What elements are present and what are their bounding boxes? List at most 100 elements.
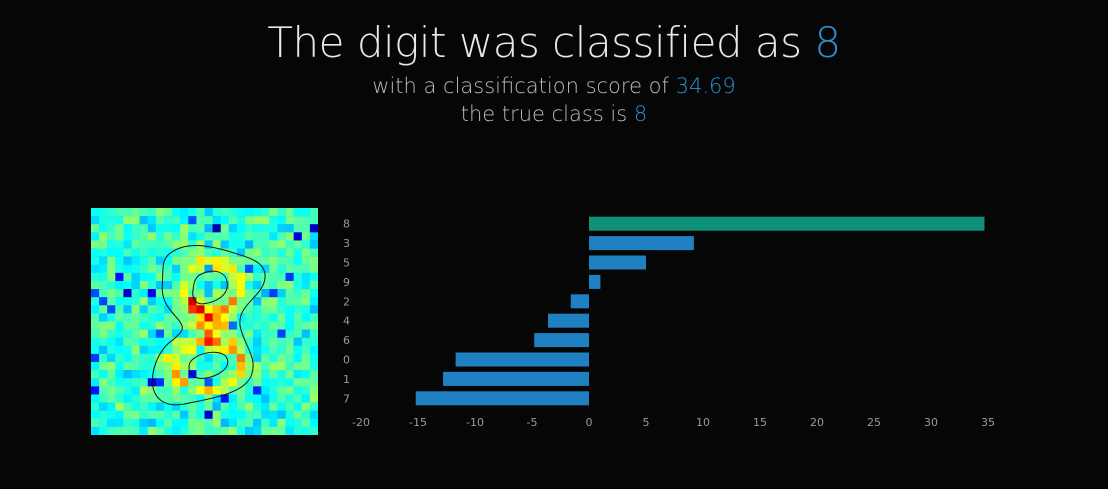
heat-cell — [277, 426, 286, 435]
heat-cell — [269, 394, 278, 403]
heat-cell — [261, 378, 270, 387]
heat-cell — [139, 272, 148, 282]
heat-cell — [220, 240, 230, 249]
heat-cell — [293, 386, 303, 395]
heat-cell — [115, 305, 124, 314]
heat-cell — [261, 305, 270, 314]
heat-cell — [220, 345, 230, 355]
heat-cell — [123, 345, 132, 355]
heat-cell — [115, 426, 124, 435]
heat-cell — [220, 216, 230, 225]
heat-cell — [301, 280, 311, 290]
heat-cell — [107, 337, 116, 347]
heat-cell — [220, 337, 230, 347]
heat-cell — [131, 394, 140, 403]
heat-cell — [269, 362, 278, 371]
heat-cell — [228, 321, 238, 330]
heat-cell — [155, 280, 165, 290]
heat-cell — [155, 272, 165, 282]
heat-cell — [253, 264, 262, 274]
heat-cell — [309, 321, 318, 330]
heat-cell — [245, 256, 254, 265]
heat-cell — [180, 426, 189, 435]
heat-cell — [301, 297, 311, 306]
heat-cell — [236, 232, 246, 241]
heat-cell — [301, 353, 311, 363]
heat-cell — [172, 402, 181, 411]
heat-cell — [99, 402, 108, 411]
heat-cell — [107, 224, 116, 233]
heat-cell — [180, 305, 189, 314]
heat-cell — [147, 362, 157, 371]
heat-cell — [301, 248, 311, 257]
heat-cell — [277, 224, 286, 233]
heat-cell — [269, 297, 278, 306]
heat-cell — [107, 297, 116, 306]
heat-cell — [204, 208, 213, 217]
x-tick-label: -10 — [466, 416, 484, 429]
heat-cell — [220, 386, 230, 395]
heat-cell — [99, 305, 108, 314]
heat-cell — [204, 362, 213, 371]
heat-cell — [99, 410, 108, 420]
heat-cell — [196, 386, 205, 395]
heat-cell — [220, 378, 230, 387]
heat-cell — [204, 353, 213, 363]
heat-cell — [301, 329, 311, 338]
heat-cell — [131, 337, 140, 347]
heat-cell — [277, 232, 286, 241]
category-label-2: 2 — [343, 295, 350, 308]
heat-cell — [245, 280, 254, 290]
heat-cell — [245, 362, 254, 371]
heat-cell — [180, 240, 189, 249]
heat-cell — [253, 232, 262, 241]
heat-cell — [228, 378, 238, 387]
heatmap-cells — [91, 208, 318, 435]
heat-cell — [309, 410, 318, 420]
heat-cell — [220, 394, 230, 403]
heat-cell — [99, 280, 108, 290]
heat-cell — [99, 426, 108, 435]
heat-cell — [147, 378, 157, 387]
heat-cell — [91, 370, 100, 379]
heat-cell — [163, 272, 173, 282]
heat-cell — [245, 410, 254, 420]
heat-cell — [115, 297, 124, 306]
heat-cell — [285, 329, 294, 338]
heat-cell — [228, 345, 238, 355]
heat-cell — [269, 256, 278, 265]
heat-cell — [91, 264, 100, 274]
heat-cell — [155, 248, 165, 257]
heat-cell — [99, 264, 108, 274]
heat-cell — [155, 208, 165, 217]
heat-cell — [293, 418, 303, 428]
heat-cell — [107, 362, 116, 371]
heat-cell — [285, 248, 294, 257]
heat-cell — [172, 418, 181, 428]
heat-cell — [301, 426, 311, 435]
bar-1 — [443, 371, 589, 386]
x-tick-label: 25 — [867, 416, 881, 429]
heat-cell — [155, 370, 165, 379]
heat-cell — [99, 353, 108, 363]
heat-cell — [293, 208, 303, 217]
heat-cell — [99, 297, 108, 306]
heat-cell — [155, 394, 165, 403]
heat-cell — [123, 362, 132, 371]
heat-cell — [253, 370, 262, 379]
digit-heatmap — [91, 208, 318, 435]
heat-cell — [269, 410, 278, 420]
heat-cell — [131, 216, 140, 225]
heat-cell — [309, 280, 318, 290]
heat-cell — [261, 402, 270, 411]
heat-cell — [269, 386, 278, 395]
heat-cell — [99, 337, 108, 347]
category-label-9: 9 — [343, 276, 350, 289]
heat-cell — [115, 337, 124, 347]
heat-cell — [123, 272, 132, 282]
heat-cell — [115, 272, 124, 282]
heat-cell — [172, 240, 181, 249]
heat-cell — [107, 410, 116, 420]
heat-cell — [285, 402, 294, 411]
heat-cell — [107, 313, 116, 322]
